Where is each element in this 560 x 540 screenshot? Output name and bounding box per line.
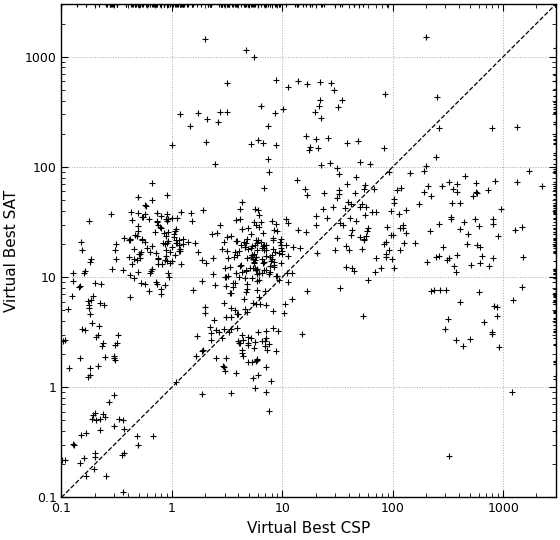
Y-axis label: Virtual Best SAT: Virtual Best SAT xyxy=(4,190,19,312)
X-axis label: Virtual Best CSP: Virtual Best CSP xyxy=(247,521,370,536)
